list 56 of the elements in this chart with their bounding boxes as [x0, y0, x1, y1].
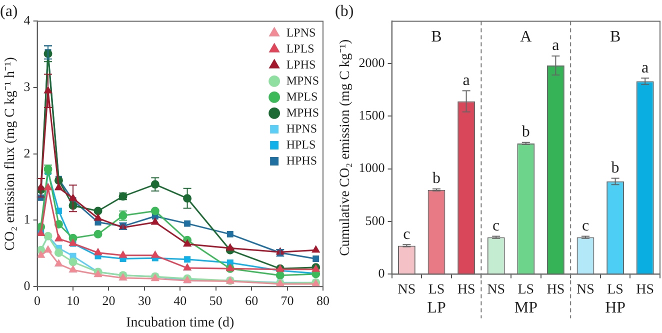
y-tick-label: 1000: [358, 160, 385, 176]
legend-label: HPLS: [286, 137, 316, 152]
legend-label: HPNS: [286, 121, 318, 136]
x-tick-label: 70: [280, 292, 294, 308]
y-tick-label: 2: [24, 145, 30, 160]
y-tick-label: 4: [24, 12, 31, 28]
y-tick-label: 3: [24, 78, 30, 94]
x-tick-label: HS: [457, 282, 476, 298]
data-label: c: [582, 217, 590, 234]
x-tick-label: LS: [518, 282, 534, 298]
y-tick-label: 2000: [358, 54, 385, 70]
x-tick-label: NS: [487, 282, 506, 298]
legend-label: HPHS: [286, 153, 318, 168]
x-tick-label: HS: [636, 282, 654, 298]
data-label: b: [522, 124, 530, 141]
x-axis-title: Incubation time (d): [126, 315, 235, 330]
y-tick-label: 500: [365, 212, 385, 228]
x-tick-label: HS: [546, 282, 565, 298]
x-tick-label: 60: [245, 292, 258, 308]
data-label: c: [492, 217, 500, 234]
legend-label: MPNS: [286, 73, 320, 88]
y-tick-label: 1500: [358, 107, 385, 122]
legend-label: LPHS: [286, 57, 316, 72]
data-label: b: [432, 170, 440, 188]
legend-label: LPLS: [286, 41, 314, 56]
x-tick-label: 0: [34, 292, 41, 308]
x-tick-label: LS: [428, 282, 445, 298]
text: HP: [605, 299, 626, 316]
x-tick-label: 30: [138, 292, 151, 308]
text: MP: [514, 299, 538, 316]
x-tick-label: NS: [576, 282, 594, 298]
text: LP: [427, 299, 446, 316]
x-tick-label: NS: [398, 282, 416, 298]
data-label: a: [552, 37, 560, 54]
data-label: a: [462, 72, 470, 89]
y-tick-label: 0: [378, 266, 385, 281]
data-label: a: [642, 59, 649, 76]
annotation: B: [431, 28, 442, 46]
annotation: A: [520, 28, 532, 46]
x-tick-label: 80: [316, 292, 330, 308]
x-tick-label: 20: [102, 292, 116, 308]
x-tick-label: 40: [174, 292, 187, 308]
annotation: B: [610, 28, 621, 46]
chart-title: (b): [335, 2, 354, 20]
x-tick-label: 50: [209, 292, 222, 308]
chart-title: (a): [0, 2, 18, 20]
legend-label: LPNS: [286, 25, 316, 40]
x-tick-label: 10: [66, 292, 80, 308]
x-tick-label: LS: [607, 282, 624, 298]
y-axis-title: CO₂ emission flux (mg C kg⁻¹ h⁻¹): [3, 56, 18, 251]
y-tick-label: 1: [24, 212, 30, 227]
data-label: c: [403, 226, 410, 243]
y-axis-title: Cumulative CO₂ emission (mg C kg⁻¹): [338, 39, 354, 256]
data-label: b: [611, 159, 620, 176]
legend-label: MPLS: [286, 89, 318, 104]
legend-label: MPHS: [286, 105, 320, 120]
